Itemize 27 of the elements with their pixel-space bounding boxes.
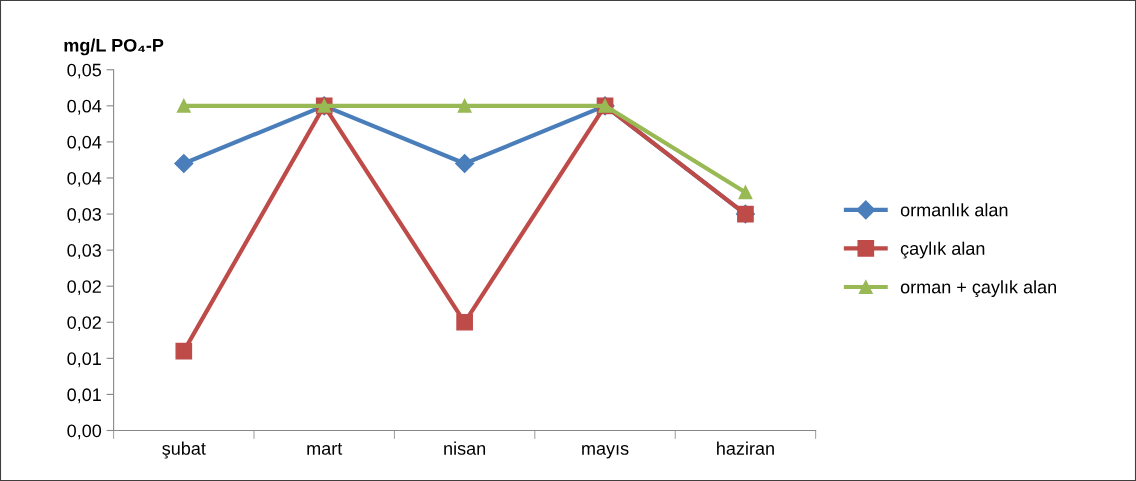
point [455,154,475,174]
y-tick-label: 0,04 [67,135,102,151]
y-tick-label: 0,05 [67,63,102,79]
y-tick-label: 0,02 [67,316,101,332]
y-tick-label: 0,01 [67,352,101,368]
y-tick-label: 0,03 [67,207,101,223]
y-tick-label: 0,01 [67,388,101,404]
y-axis-title: mg/L PO₄-P [64,38,164,56]
x-tick-label: şubat [162,441,206,459]
point [174,154,194,174]
x-tick-label: nisan [444,441,486,455]
legend-label: çaylık alan [900,241,985,259]
y-tick-label: 0,00 [67,424,102,440]
point [738,185,753,200]
legend-label: orman + çaylık alan [900,280,1056,298]
point [456,313,473,331]
y-tick-label: 0,03 [67,244,101,259]
legend-label: ormanlık alan [900,203,1008,217]
x-tick-label: haziran [717,441,774,455]
y-tick-label: 0,04 [67,171,102,187]
y-tick-label: 0,02 [67,280,101,296]
point [176,98,191,113]
y-tick-label: 0,04 [67,99,102,115]
x-tick-label: mart [307,443,343,455]
point [175,342,193,360]
point [457,98,472,113]
x-tick-label: mayıs [582,444,629,459]
